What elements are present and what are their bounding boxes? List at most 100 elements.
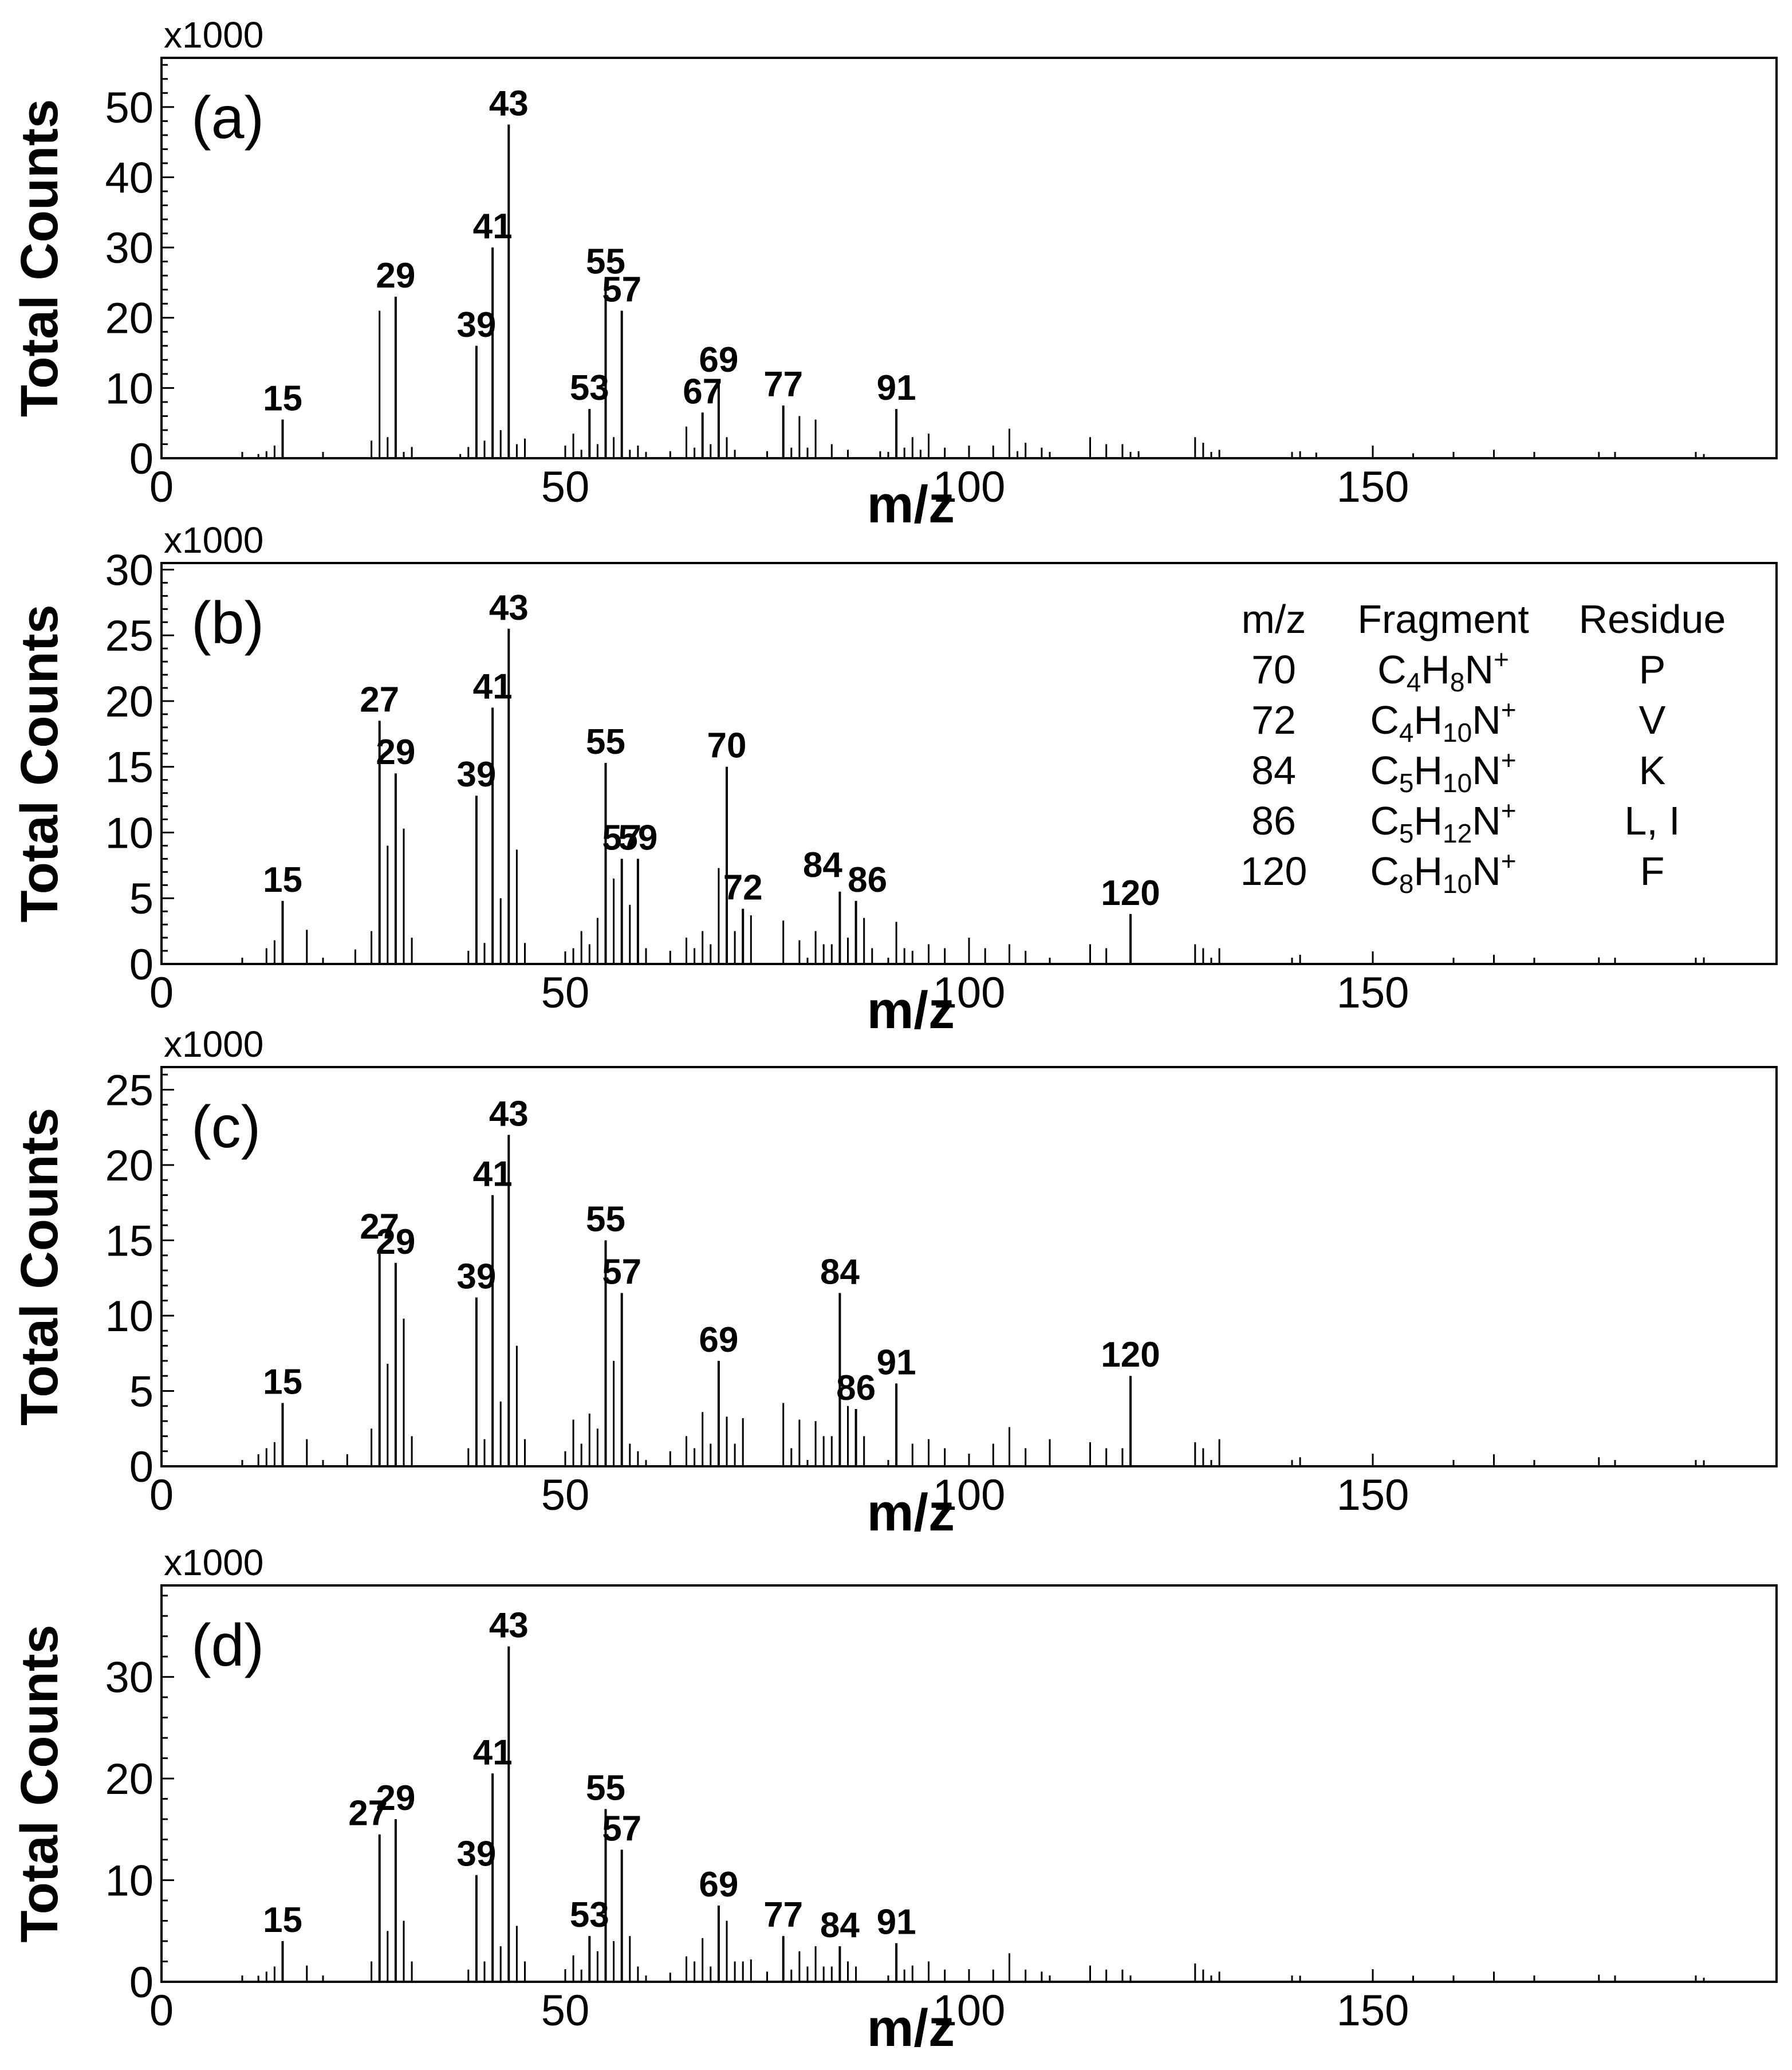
y-tick-label: 30: [105, 224, 153, 273]
x-tick-label: 0: [149, 969, 174, 1017]
peak-label-120: 120: [1101, 873, 1160, 913]
spectrum-panel-a: x1000 Total Counts m/z 0 10 20 30 40 50 0 50 100 150…: [10, 14, 1778, 534]
x-axis-label: m/z: [867, 1483, 955, 1542]
peak-label-27: 27: [360, 680, 399, 719]
table-header: Fragment: [1357, 597, 1529, 642]
y-tick-label: 20: [105, 294, 153, 343]
table-cell-mz: 72: [1251, 698, 1296, 742]
peak-label-29: 29: [376, 1222, 415, 1262]
spectrum-panel-b: x1000 Total Counts m/z 0 5 10 15 20 25 30 0 50 100 15…: [10, 520, 1778, 1040]
peak-label-59: 59: [618, 818, 657, 857]
peak-label-57: 57: [602, 270, 641, 309]
axis-multiplier: x1000: [164, 14, 263, 56]
panel-label: (a): [191, 85, 264, 151]
y-tick-label: 50: [105, 84, 153, 132]
peak-label-43: 43: [489, 588, 529, 628]
y-axis-label: Total Counts: [10, 1108, 69, 1426]
y-tick-label: 0: [129, 940, 153, 989]
y-tick-label: 40: [105, 154, 153, 202]
peak-label-91: 91: [877, 1903, 916, 1942]
axis-multiplier: x1000: [164, 1024, 263, 1065]
x-tick-label: 150: [1337, 969, 1409, 1017]
table-header: Residue: [1579, 597, 1726, 642]
peak-label-77: 77: [763, 365, 803, 404]
peak-label-39: 39: [456, 305, 496, 345]
peak-label-41: 41: [473, 1733, 513, 1772]
y-axis-label: Total Counts: [10, 99, 69, 417]
peak-label-77: 77: [763, 1895, 803, 1935]
y-axis-label: Total Counts: [10, 1624, 69, 1942]
y-tick-label: 5: [129, 1367, 153, 1416]
peak-label-27: 27: [360, 1207, 399, 1247]
x-tick-label: 100: [933, 969, 1006, 1017]
table-header: m/z: [1242, 597, 1306, 642]
peak-label-67: 67: [683, 372, 722, 411]
y-tick-label: 20: [105, 1755, 153, 1804]
peak-label-57: 57: [602, 818, 641, 857]
peak-label-53: 53: [570, 368, 609, 408]
x-axis-label: m/z: [867, 981, 955, 1040]
peak-label-29: 29: [376, 1778, 415, 1818]
y-tick-label: 20: [105, 1142, 153, 1190]
peak-label-69: 69: [699, 1865, 738, 1904]
peak-label-41: 41: [473, 207, 513, 246]
y-tick-label: 25: [105, 1066, 153, 1115]
x-tick-label: 150: [1337, 1471, 1409, 1520]
y-tick-label: 0: [129, 1958, 153, 2007]
peak-label-55: 55: [586, 1768, 625, 1808]
peak-label-84: 84: [820, 1906, 860, 1945]
x-axis-label: m/z: [867, 475, 955, 534]
peak-label-27: 27: [348, 1794, 388, 1833]
fragment-table: m/z Fragment Residue 70 C4H8N+ P 72 C4H10N+ V 84 C…: [1240, 597, 1726, 899]
table-cell-residue: K: [1639, 748, 1666, 793]
table-cell-residue: P: [1639, 647, 1666, 692]
y-tick-label: 10: [105, 809, 153, 857]
y-tick-label: 15: [105, 1217, 153, 1265]
peak-label-29: 29: [376, 256, 415, 296]
table-cell-mz: 70: [1251, 647, 1296, 692]
peak-label-69: 69: [699, 1320, 738, 1360]
peak-label-55: 55: [586, 242, 625, 281]
y-tick-label: 20: [105, 678, 153, 726]
panel-label: (b): [191, 590, 264, 656]
x-tick-label: 50: [541, 969, 590, 1017]
table-cell-mz: 120: [1240, 849, 1307, 894]
peak-label-69: 69: [699, 340, 738, 380]
y-axis-label: Total Counts: [10, 604, 69, 922]
spectrum-panel-c: x1000 Total Counts m/z 0 5 10 15 20 25 0 50 100 150 (…: [10, 1024, 1778, 1542]
peak-label-39: 39: [456, 755, 496, 794]
y-tick-label: 30: [105, 1654, 153, 1702]
peak-label-57: 57: [602, 1809, 641, 1848]
peak-label-70: 70: [707, 726, 747, 766]
x-tick-label: 50: [541, 463, 590, 511]
axis-multiplier: x1000: [164, 520, 263, 561]
peak-label-29: 29: [376, 733, 415, 772]
y-tick-label: 0: [129, 435, 153, 483]
peak-label-43: 43: [489, 84, 529, 124]
table-cell-mz: 86: [1251, 798, 1296, 843]
y-tick-label: 10: [105, 1857, 153, 1906]
y-tick-label: 10: [105, 364, 153, 413]
peak-label-72: 72: [723, 868, 763, 908]
table-cell-fragment: C5H10N+: [1370, 745, 1516, 798]
table-cell-residue: F: [1640, 849, 1665, 894]
peak-label-15: 15: [263, 379, 302, 419]
x-tick-label: 0: [149, 463, 174, 511]
x-tick-label: 0: [149, 1471, 174, 1520]
peak-label-43: 43: [489, 1094, 529, 1134]
peak-label-120: 120: [1101, 1335, 1160, 1375]
peak-label-55: 55: [586, 722, 625, 762]
table-cell-residue: L, I: [1624, 798, 1680, 843]
peak-label-15: 15: [263, 1363, 302, 1402]
peak-label-86: 86: [848, 860, 887, 900]
panel-label: (c): [191, 1094, 261, 1160]
table-cell-fragment: C5H12N+: [1370, 796, 1516, 848]
peak-label-91: 91: [877, 1343, 916, 1382]
x-tick-label: 100: [933, 1471, 1006, 1520]
